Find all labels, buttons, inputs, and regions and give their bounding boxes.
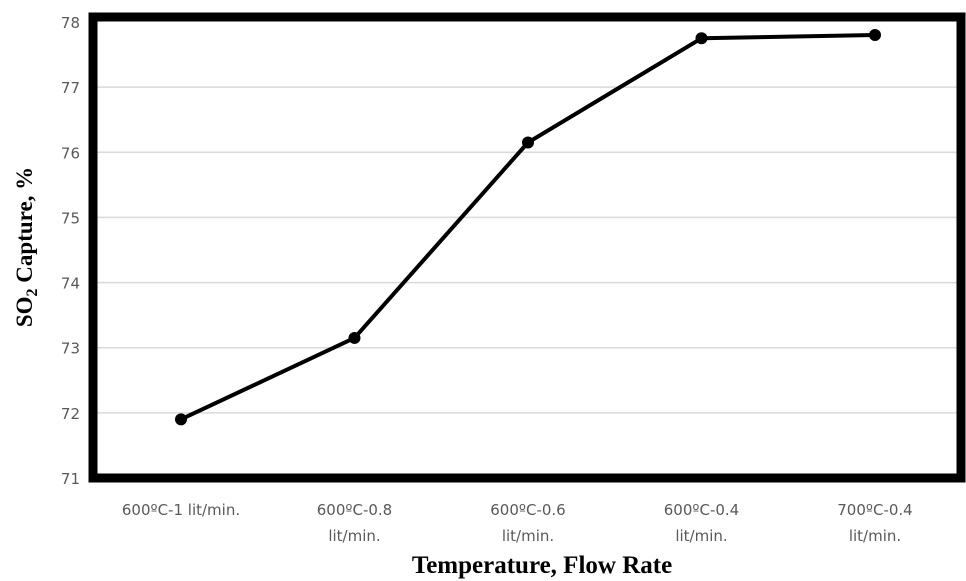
y-tick-label: 74 <box>61 275 80 293</box>
gridlines <box>93 86 961 414</box>
x-tick-label: 600ºC-0.4 lit/min. <box>664 501 739 545</box>
plot-frame <box>88 12 966 483</box>
x-tick-label: 600ºC-0.8 lit/min. <box>317 501 392 545</box>
data-point <box>695 32 708 45</box>
data-point <box>869 29 881 42</box>
y-tick-label: 71 <box>61 470 80 488</box>
y-tick-label: 76 <box>61 144 80 162</box>
y-axis-title: SO2 Capture, % <box>12 167 41 327</box>
series-line <box>180 33 876 422</box>
x-axis-title: Temperature, Flow Rate <box>412 552 672 579</box>
data-points <box>175 29 881 426</box>
y-tick-label: 77 <box>61 79 80 97</box>
y-tick-label: 73 <box>61 340 80 358</box>
y-tick-label: 72 <box>61 405 80 423</box>
y-tick-label: 78 <box>61 14 80 32</box>
x-tick-label: 600ºC-0.6 lit/min. <box>490 501 565 545</box>
y-tick-label: 75 <box>61 209 80 227</box>
x-axis-ticks: 600ºC-1 lit/min. 600ºC-0.8 lit/min. 600ºC-0… <box>122 501 913 545</box>
x-tick-label: 600ºC-1 lit/min. <box>122 501 240 519</box>
x-tick-label: 700ºC-0.4 lit/min. <box>837 501 912 545</box>
data-point <box>522 136 534 149</box>
data-point <box>348 331 361 344</box>
data-point <box>175 413 187 426</box>
y-axis-ticks: 71 72 73 74 75 76 77 78 <box>61 14 80 488</box>
